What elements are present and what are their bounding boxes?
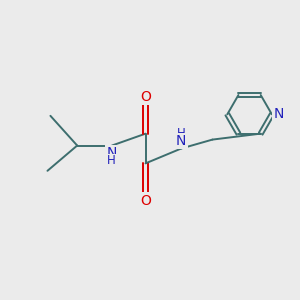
Text: H: H	[177, 127, 186, 140]
Text: H: H	[107, 154, 116, 167]
Text: N: N	[106, 146, 116, 160]
Text: N: N	[273, 107, 284, 121]
Text: N: N	[176, 134, 186, 148]
Text: O: O	[140, 194, 151, 208]
Text: O: O	[140, 89, 151, 103]
